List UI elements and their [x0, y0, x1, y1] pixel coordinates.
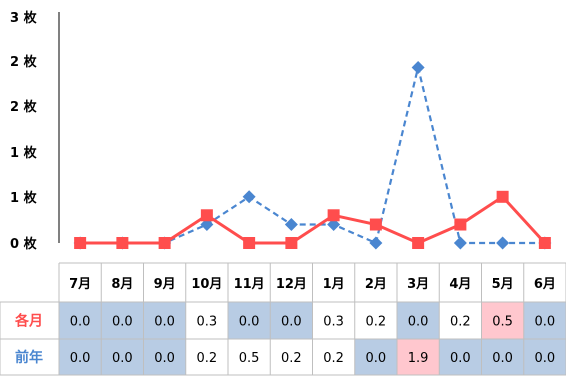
table-cell: 0.0	[408, 315, 429, 330]
table-cell: 0.0	[70, 351, 91, 366]
table-cell: 0.0	[112, 315, 133, 330]
cell-highlight	[143, 302, 186, 339]
data-point-previous-year	[411, 60, 425, 74]
table-cell: 0.2	[197, 351, 218, 366]
table-cell: 0.2	[366, 315, 387, 330]
row-label-monthly: 各月	[14, 313, 43, 330]
table-cell: 0.0	[492, 351, 513, 366]
series-line-monthly	[80, 194, 547, 245]
cell-highlight	[354, 339, 397, 375]
data-point-monthly	[200, 209, 213, 222]
cell-highlight	[481, 339, 524, 375]
data-point-previous-year	[242, 190, 256, 204]
month-label: 1月	[323, 277, 345, 292]
plot-area	[73, 60, 552, 250]
table-cell: 0.0	[535, 315, 556, 330]
data-point-monthly	[412, 237, 425, 249]
data-point-monthly	[327, 209, 340, 222]
cell-highlight	[481, 302, 524, 339]
y-tick-label: 1 枚	[10, 190, 38, 206]
cell-highlight	[439, 339, 482, 375]
cell-highlight	[523, 302, 566, 339]
data-point-monthly	[454, 218, 467, 231]
y-tick-label: 2 枚	[10, 99, 38, 115]
table-cell: 0.0	[366, 351, 387, 366]
data-point-previous-year	[284, 218, 298, 232]
table-cell: 0.3	[323, 315, 344, 330]
table-cell: 0.0	[112, 351, 133, 366]
table-cell: 0.2	[281, 351, 302, 366]
data-point-monthly	[369, 218, 382, 231]
cell-highlight	[101, 339, 144, 375]
cell-highlight	[143, 339, 186, 375]
month-label: 12月	[276, 277, 307, 292]
table-cell: 0.0	[154, 351, 175, 366]
month-label: 4月	[449, 277, 471, 292]
y-tick-label: 3 枚	[10, 10, 38, 26]
series-line-previous-year	[80, 67, 545, 245]
month-label: 10月	[191, 277, 222, 292]
y-tick-label: 1 枚	[10, 145, 38, 161]
y-tick-label: 0 枚	[10, 236, 38, 252]
table-cell: 0.5	[239, 351, 260, 366]
data-point-monthly	[116, 237, 129, 249]
cell-highlight	[523, 339, 566, 375]
month-label: 3月	[407, 277, 429, 292]
table-cell: 0.0	[154, 315, 175, 330]
table-cell: 1.9	[408, 351, 429, 366]
cell-highlight	[59, 302, 102, 339]
table-cell: 0.3	[197, 315, 218, 330]
month-label: 6月	[534, 277, 556, 292]
data-point-monthly	[74, 237, 87, 249]
month-label: 2月	[365, 277, 387, 292]
table-cell: 0.5	[492, 315, 513, 330]
data-point-previous-year	[453, 236, 467, 250]
cell-highlight	[101, 302, 144, 339]
table-cell: 0.0	[281, 315, 302, 330]
data-point-monthly	[158, 237, 171, 249]
cell-highlight	[270, 302, 313, 339]
data-point-monthly	[243, 237, 256, 249]
cell-highlight	[397, 302, 440, 339]
y-axis-ticks: 0 枚 1 枚 1 枚 2 枚 2 枚 3 枚	[10, 10, 38, 252]
cell-highlight	[397, 339, 440, 375]
table-cell: 0.0	[450, 351, 471, 366]
data-point-monthly	[496, 190, 509, 203]
table-cell: 0.0	[535, 351, 556, 366]
month-label: 5月	[492, 277, 514, 292]
data-point-previous-year	[369, 236, 383, 250]
month-label: 8月	[111, 277, 133, 292]
table-cell: 0.2	[450, 315, 471, 330]
month-label: 7月	[69, 277, 91, 292]
cell-highlight	[228, 302, 271, 339]
month-label: 9月	[154, 277, 176, 292]
y-tick-label: 2 枚	[10, 54, 38, 70]
cell-highlight	[59, 339, 102, 375]
data-point-monthly	[538, 237, 551, 249]
data-point-previous-year	[496, 236, 510, 250]
table-cell: 0.2	[323, 351, 344, 366]
table-cell: 0.0	[70, 315, 91, 330]
table-cell: 0.0	[239, 315, 260, 330]
month-label: 11月	[234, 277, 265, 292]
row-label-previous-year: 前年	[15, 349, 43, 366]
data-point-monthly	[285, 237, 298, 249]
